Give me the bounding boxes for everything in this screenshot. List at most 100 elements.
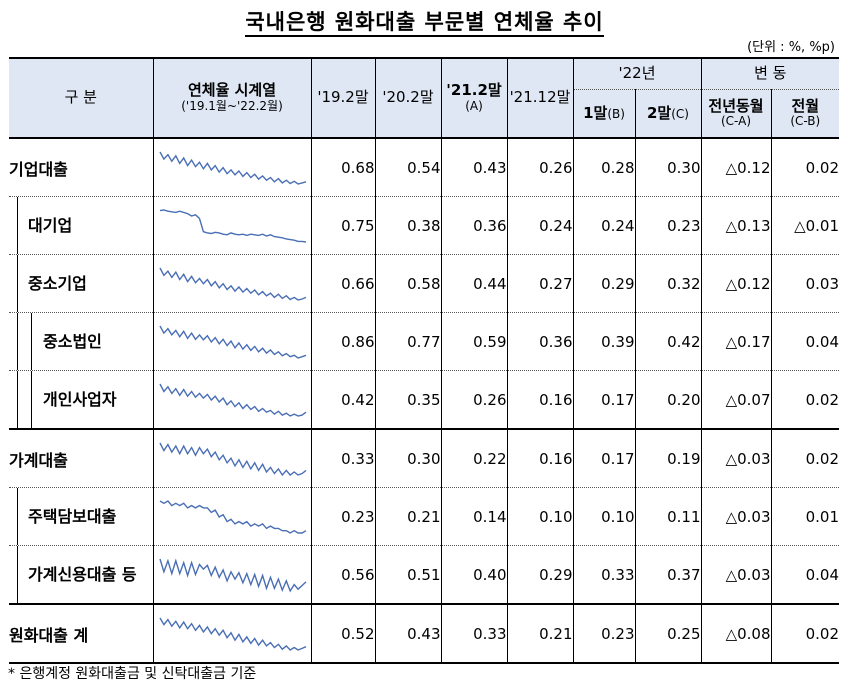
cell-22-1: 0.39: [572, 312, 636, 371]
cell-21-12: 0.26: [506, 138, 574, 197]
sparkline-line: [158, 442, 306, 476]
cell-20-2: 0.35: [374, 370, 442, 429]
sparkline-line: [158, 267, 306, 301]
row-label: 원화대출 계: [9, 604, 154, 663]
sparkline-line: [159, 499, 306, 534]
cell-21-2: 0.44: [440, 254, 508, 313]
delinquency-table: 구 분 연체율 시계열 ('19.1월~'22.2월) '19.2말 '20.2…: [9, 57, 840, 664]
cell-21-2: 0.40: [440, 545, 508, 604]
cell-21-12: 0.29: [506, 545, 574, 604]
cell-22-1: 0.24: [572, 196, 636, 255]
cell-22-1: 0.17: [572, 370, 636, 429]
cell-21-2: 0.33: [440, 604, 508, 663]
row-label: 주택담보대출: [9, 487, 154, 546]
cell-21-12: 0.21: [506, 604, 574, 663]
sparkline: [158, 557, 306, 593]
sparkline: [158, 383, 306, 417]
cell-21-12: 0.16: [506, 429, 574, 488]
header-20-2: '20.2말: [374, 58, 442, 139]
cell-21-2: 0.22: [440, 429, 508, 488]
cell-21-12: 0.10: [506, 487, 574, 546]
cell-yoy: △0.12: [700, 254, 772, 313]
cell-21-12: 0.16: [506, 370, 574, 429]
cell-mom: 0.02: [770, 370, 840, 429]
cell-22-1: 0.33: [572, 545, 636, 604]
cell-22-1: 0.17: [572, 429, 636, 488]
sparkline-line: [158, 325, 306, 359]
cell-21-12: 0.24: [506, 196, 574, 255]
header-group-change: 변 동: [700, 58, 840, 90]
cell-mom: △0.01: [770, 196, 840, 255]
cell-yoy: △0.03: [700, 487, 772, 546]
sparkline-line: [158, 383, 306, 417]
table-row: 주택담보대출 0.23 0.21 0.14 0.10 0.10 0.11 △0.03 0.01: [9, 487, 840, 546]
cell-19-2: 0.42: [310, 370, 376, 429]
cell-19-2: 0.75: [310, 196, 376, 255]
cell-yoy: △0.13: [700, 196, 772, 255]
row-label: 기업대출: [9, 138, 154, 197]
row-label: 가계대출: [9, 429, 154, 488]
cell-22-2: 0.37: [634, 545, 702, 604]
cell-20-2: 0.77: [374, 312, 442, 371]
cell-mom: 0.04: [770, 545, 840, 604]
cell-19-2: 0.33: [310, 429, 376, 488]
cell-20-2: 0.30: [374, 429, 442, 488]
row-label: 중소기업: [9, 254, 154, 313]
cell-yoy: △0.07: [700, 370, 772, 429]
sparkline-cell: [152, 254, 312, 313]
sparkline-cell: [152, 370, 312, 429]
cell-21-2: 0.14: [440, 487, 508, 546]
header-21-2: '21.2말 (A): [440, 58, 508, 139]
sparkline-line: [158, 151, 306, 185]
cell-21-12: 0.27: [506, 254, 574, 313]
cell-22-2: 0.11: [634, 487, 702, 546]
cell-21-2: 0.36: [440, 196, 508, 255]
cell-22-2: 0.20: [634, 370, 702, 429]
cell-22-1: 0.28: [572, 138, 636, 197]
header-19-2: '19.2말: [310, 58, 376, 139]
sparkline-line: [159, 208, 306, 243]
cell-22-1: 0.10: [572, 487, 636, 546]
cell-21-2: 0.59: [440, 312, 508, 371]
cell-yoy: △0.03: [700, 545, 772, 604]
sparkline-cell: [152, 545, 312, 604]
sparkline-cell: [152, 312, 312, 371]
cell-yoy: △0.17: [700, 312, 772, 371]
cell-19-2: 0.66: [310, 254, 376, 313]
header-category: 구 분: [9, 58, 154, 139]
table-row: 중소기업 0.66 0.58 0.44 0.27 0.29 0.32 △0.12 0.03: [9, 254, 840, 313]
header-22-2: 2말(C): [634, 89, 702, 139]
cell-mom: 0.02: [770, 138, 840, 197]
sparkline: [158, 151, 306, 185]
table-row: 개인사업자 0.42 0.35 0.26 0.16 0.17 0.20 △0.07 0.02: [9, 370, 840, 429]
sparkline: [158, 267, 306, 301]
cell-19-2: 0.56: [310, 545, 376, 604]
cell-22-2: 0.30: [634, 138, 702, 197]
row-label: 대기업: [9, 196, 154, 255]
footnote: * 은행계정 원화대출금 및 신탁대출금 기준: [8, 666, 257, 682]
sparkline: [158, 617, 306, 651]
sparkline: [158, 325, 306, 359]
cell-21-2: 0.26: [440, 370, 508, 429]
cell-19-2: 0.23: [310, 487, 376, 546]
row-label: 가계신용대출 등: [9, 545, 154, 604]
table-row: 가계신용대출 등 0.56 0.51 0.40 0.29 0.33 0.37 △0.03 0.0…: [9, 545, 840, 604]
sparkline-cell: [152, 138, 312, 197]
cell-19-2: 0.68: [310, 138, 376, 197]
cell-yoy: △0.08: [700, 604, 772, 663]
row-label: 중소법인: [9, 312, 154, 371]
header-series: 연체율 시계열 ('19.1월~'22.2월): [152, 58, 312, 139]
cell-22-1: 0.23: [572, 604, 636, 663]
sparkline: [158, 442, 306, 476]
sparkline-line: [158, 617, 306, 651]
table-row: 원화대출 계 0.52 0.43 0.33 0.21 0.23 0.25 △0.08 0.02: [9, 604, 840, 663]
cell-20-2: 0.38: [374, 196, 442, 255]
row-label: 개인사업자: [9, 370, 154, 429]
cell-yoy: △0.12: [700, 138, 772, 197]
cell-22-2: 0.19: [634, 429, 702, 488]
cell-20-2: 0.43: [374, 604, 442, 663]
sparkline-cell: [152, 604, 312, 663]
cell-22-2: 0.42: [634, 312, 702, 371]
header-mom: 전월 (C-B): [770, 89, 840, 139]
cell-22-2: 0.23: [634, 196, 702, 255]
